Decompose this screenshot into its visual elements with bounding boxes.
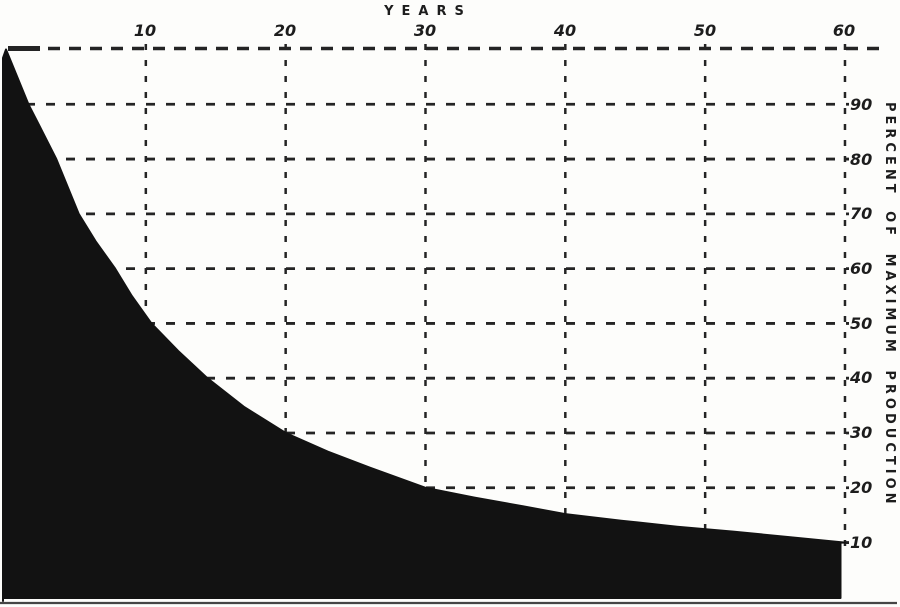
y-tick-label-10: 10 (850, 533, 873, 552)
production-area (2, 48, 846, 602)
y-axis-title: PERCENT OF MAXIMUM PRODUCTION (882, 102, 897, 508)
y-tick-label-70: 70 (850, 204, 873, 223)
y-tick-label-20: 20 (850, 478, 873, 497)
x-tick-label-30: 30 (413, 21, 437, 40)
x-axis-title: YEARS (384, 4, 472, 19)
y-tick-label-60: 60 (850, 259, 873, 278)
x-tick-label-40: 40 (553, 21, 577, 40)
x-tick-label-10: 10 (133, 21, 157, 40)
y-tick-label-80: 80 (850, 150, 873, 169)
y-tick-label-90: 90 (850, 95, 873, 114)
x-tick-label-60: 60 (832, 21, 856, 40)
x-tick-label-20: 20 (273, 21, 297, 40)
y-tick-label-40: 40 (850, 368, 873, 387)
x-tick-label-50: 50 (693, 21, 717, 40)
y-tick-label-50: 50 (850, 314, 873, 333)
y-tick-label-30: 30 (850, 423, 873, 442)
